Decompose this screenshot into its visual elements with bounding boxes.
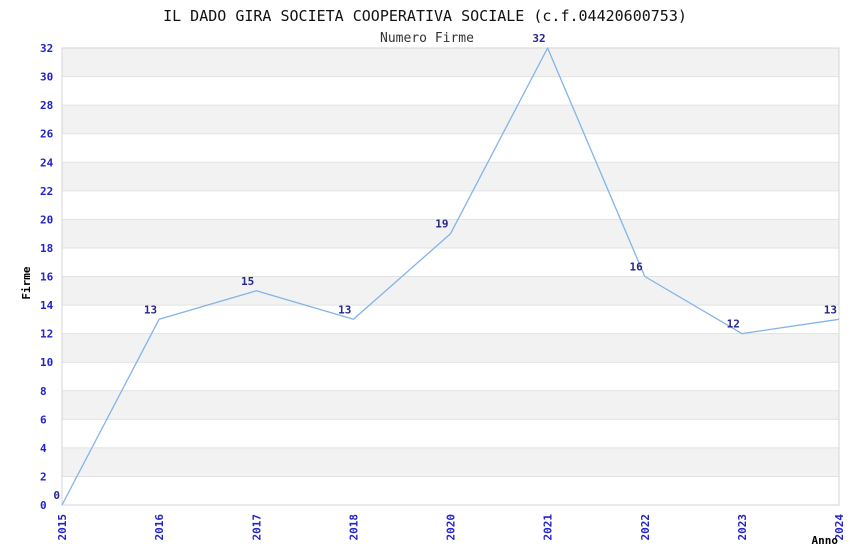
y-tick-label: 6 [40,413,47,426]
y-tick-label: 2 [40,470,47,483]
x-tick-label: 2023 [736,514,749,541]
grid-band [62,419,839,448]
grid-band [62,162,839,191]
data-point-label: 12 [727,318,740,331]
y-tick-label: 24 [40,156,54,169]
data-point-label: 13 [144,303,157,316]
y-tick-label: 30 [40,71,53,84]
grid-band [62,447,839,477]
grid-band [62,105,839,134]
y-tick-label: 16 [40,271,54,284]
data-point-label: 13 [338,303,351,316]
grid-band [62,276,839,306]
y-tick-label: 18 [40,242,53,255]
x-tick-label: 2021 [542,514,555,541]
grid-band [62,76,839,106]
x-tick-label: 2020 [445,514,458,541]
y-tick-label: 0 [40,499,47,512]
y-tick-label: 4 [40,442,47,455]
y-tick-label: 32 [40,42,53,55]
grid-band [62,305,839,334]
data-point-label: 13 [824,303,837,316]
series-line [61,47,840,506]
y-tick-label: 20 [40,213,53,226]
y-tick-label: 28 [40,99,53,112]
data-point-label: 32 [532,32,545,45]
chart-title: IL DADO GIRA SOCIETA COOPERATIVA SOCIALE… [163,7,687,25]
x-tick-label: 2016 [153,514,166,541]
x-tick-label: 2017 [250,514,263,541]
grid-band [62,476,839,505]
y-tick-label: 14 [40,299,54,312]
y-tick-label: 26 [40,128,54,141]
data-point-label: 0 [53,489,60,502]
x-axis-label: Anno [812,534,839,547]
grid-band [62,190,839,220]
grid-band [62,133,839,163]
data-point-label: 19 [435,218,448,231]
y-axis-label: Firme [20,266,33,299]
grid-band [62,247,839,277]
y-tick-label: 10 [40,356,53,369]
grid-band [62,390,839,420]
x-tick-label: 2018 [347,514,360,541]
x-tick-label: 2024 [833,514,846,541]
y-tick-label: 8 [40,385,47,398]
x-tick-label: 2015 [56,514,69,541]
grid-band [62,333,839,363]
data-point-label: 16 [630,261,644,274]
grid-band [62,48,839,77]
grid-band [62,362,839,391]
y-tick-label: 12 [40,328,53,341]
data-point-label: 15 [241,275,254,288]
plot-frame [61,47,840,506]
x-tick-label: 2022 [639,514,652,541]
y-tick-label: 22 [40,185,53,198]
chart-subtitle: Numero Firme [380,31,474,46]
